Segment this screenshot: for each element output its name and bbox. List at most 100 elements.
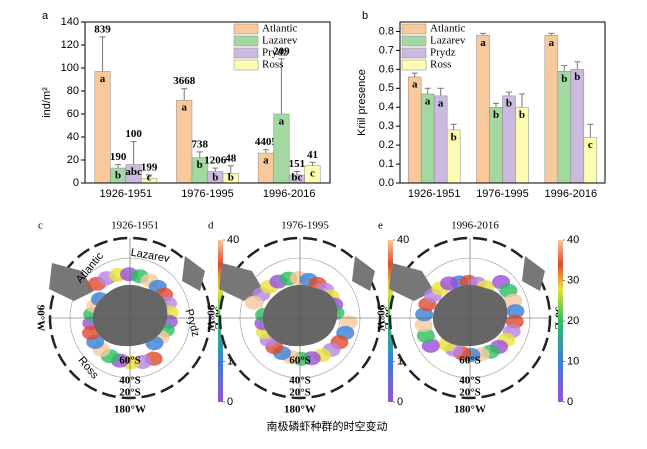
y-tick-label: 140 xyxy=(61,16,79,28)
density-blob xyxy=(339,315,358,330)
significance-letter: a xyxy=(549,37,555,49)
map-title: 1996-2016 xyxy=(451,220,499,232)
x-tick-label: 1926-1951 xyxy=(100,188,153,200)
colorbar-tick-label: 10 xyxy=(567,355,579,367)
y-tick-label: 40 xyxy=(67,131,79,143)
significance-letter: abc xyxy=(125,166,142,178)
plot-frame xyxy=(399,21,606,184)
land xyxy=(219,263,264,301)
land xyxy=(49,263,94,301)
significance-letter: a xyxy=(181,102,187,114)
density-blob xyxy=(506,304,525,319)
lon-label: 90°W xyxy=(204,305,216,331)
panel-label: c xyxy=(38,220,43,232)
panel-label: a xyxy=(42,10,49,22)
legend-label: Lazarev xyxy=(430,35,466,47)
y-axis-label: Kriil presence xyxy=(356,69,368,136)
panel-label: e xyxy=(378,220,383,232)
n-label: 839 xyxy=(94,23,111,35)
significance-letter: c xyxy=(588,139,593,151)
density-blob xyxy=(244,295,263,310)
significance-letter: c xyxy=(147,172,152,184)
legend-swatch xyxy=(233,23,259,35)
n-label: 1206 xyxy=(204,155,227,167)
legend-swatch xyxy=(401,59,427,71)
n-label: 3668 xyxy=(173,75,196,87)
legend-swatch xyxy=(233,47,259,59)
n-label: 209 xyxy=(273,45,290,57)
map-title: 1926-1951 xyxy=(111,220,159,232)
significance-letter: a xyxy=(438,97,444,109)
n-label: 48 xyxy=(225,152,237,164)
y-tick-label: 0.3 xyxy=(379,120,394,132)
lat-label: 40°S xyxy=(119,375,141,387)
lon-label: 90°W xyxy=(374,305,386,331)
legend-label: Ross xyxy=(430,59,451,71)
bar xyxy=(476,35,490,184)
legend-label: Prydz xyxy=(262,47,288,59)
y-tick-label: 20 xyxy=(67,154,79,166)
legend-label: Ross xyxy=(262,59,283,71)
n-label: 190 xyxy=(110,151,127,163)
land xyxy=(389,263,434,301)
panel-label: b xyxy=(362,10,368,22)
plot-frame xyxy=(84,21,331,184)
x-tick-label: 1976-1995 xyxy=(181,188,234,200)
lon-label: 90°W xyxy=(34,305,46,331)
y-tick-label: 0 xyxy=(73,177,79,189)
significance-letter: b xyxy=(506,97,512,109)
legend-label: Atlantic xyxy=(262,23,298,35)
colorbar-tick-label: 20 xyxy=(567,315,579,327)
legend-label: Prydz xyxy=(430,47,456,59)
lon-label: 180°W xyxy=(284,404,316,416)
bar xyxy=(570,69,585,184)
significance-letter: b xyxy=(451,131,457,143)
significance-letter: b xyxy=(228,172,234,184)
significance-letter: a xyxy=(480,37,486,49)
significance-letter: b xyxy=(561,73,567,85)
land xyxy=(522,256,545,291)
legend-swatch xyxy=(401,35,427,47)
lon-label: 180°W xyxy=(454,404,486,416)
n-label: 41 xyxy=(307,149,318,161)
y-tick-label: 0.5 xyxy=(379,82,394,94)
significance-letter: b xyxy=(115,170,121,182)
significance-letter: a xyxy=(279,116,285,128)
lat-label: 60°S xyxy=(119,355,141,367)
y-tick-label: 100 xyxy=(61,62,79,74)
colorbar xyxy=(558,240,563,402)
x-tick-label: 1996-2016 xyxy=(263,188,316,200)
map-title: 1976-1995 xyxy=(281,220,329,232)
legend-label: Atlantic xyxy=(430,23,466,35)
density-blob xyxy=(416,328,435,343)
lat-label: 20°S xyxy=(289,387,311,399)
bar xyxy=(407,76,422,184)
legend-swatch xyxy=(233,59,259,71)
legend-label: Lazarev xyxy=(262,35,298,47)
colorbar-tick-label: 0 xyxy=(227,396,233,408)
lat-label: 20°S xyxy=(459,387,481,399)
colorbar-tick-label: 40 xyxy=(227,234,239,246)
y-axis-label: ind/m² xyxy=(41,87,53,118)
density-blob xyxy=(414,318,433,333)
y-tick-label: 0.6 xyxy=(379,63,394,75)
lat-label: 20°S xyxy=(119,387,141,399)
colorbar-tick-label: 0 xyxy=(567,396,573,408)
significance-letter: b xyxy=(493,109,499,121)
lat-label: 40°S xyxy=(289,375,311,387)
lat-label: 60°S xyxy=(289,355,311,367)
y-tick-label: 0.1 xyxy=(379,158,394,170)
y-tick-label: 60 xyxy=(67,108,79,120)
x-tick-label: 1926-1951 xyxy=(408,188,461,200)
significance-letter: b xyxy=(197,159,203,171)
n-label: 738 xyxy=(191,138,208,150)
lon-label: 180°W xyxy=(114,404,146,416)
panel-label: d xyxy=(208,220,214,232)
colorbar-tick-label: 40 xyxy=(567,234,579,246)
n-label: 4405 xyxy=(255,136,278,148)
significance-letter: a xyxy=(100,73,106,85)
density-blob xyxy=(504,293,523,308)
y-tick-label: 0.8 xyxy=(379,25,394,37)
colorbar-tick-label: 40 xyxy=(397,234,409,246)
